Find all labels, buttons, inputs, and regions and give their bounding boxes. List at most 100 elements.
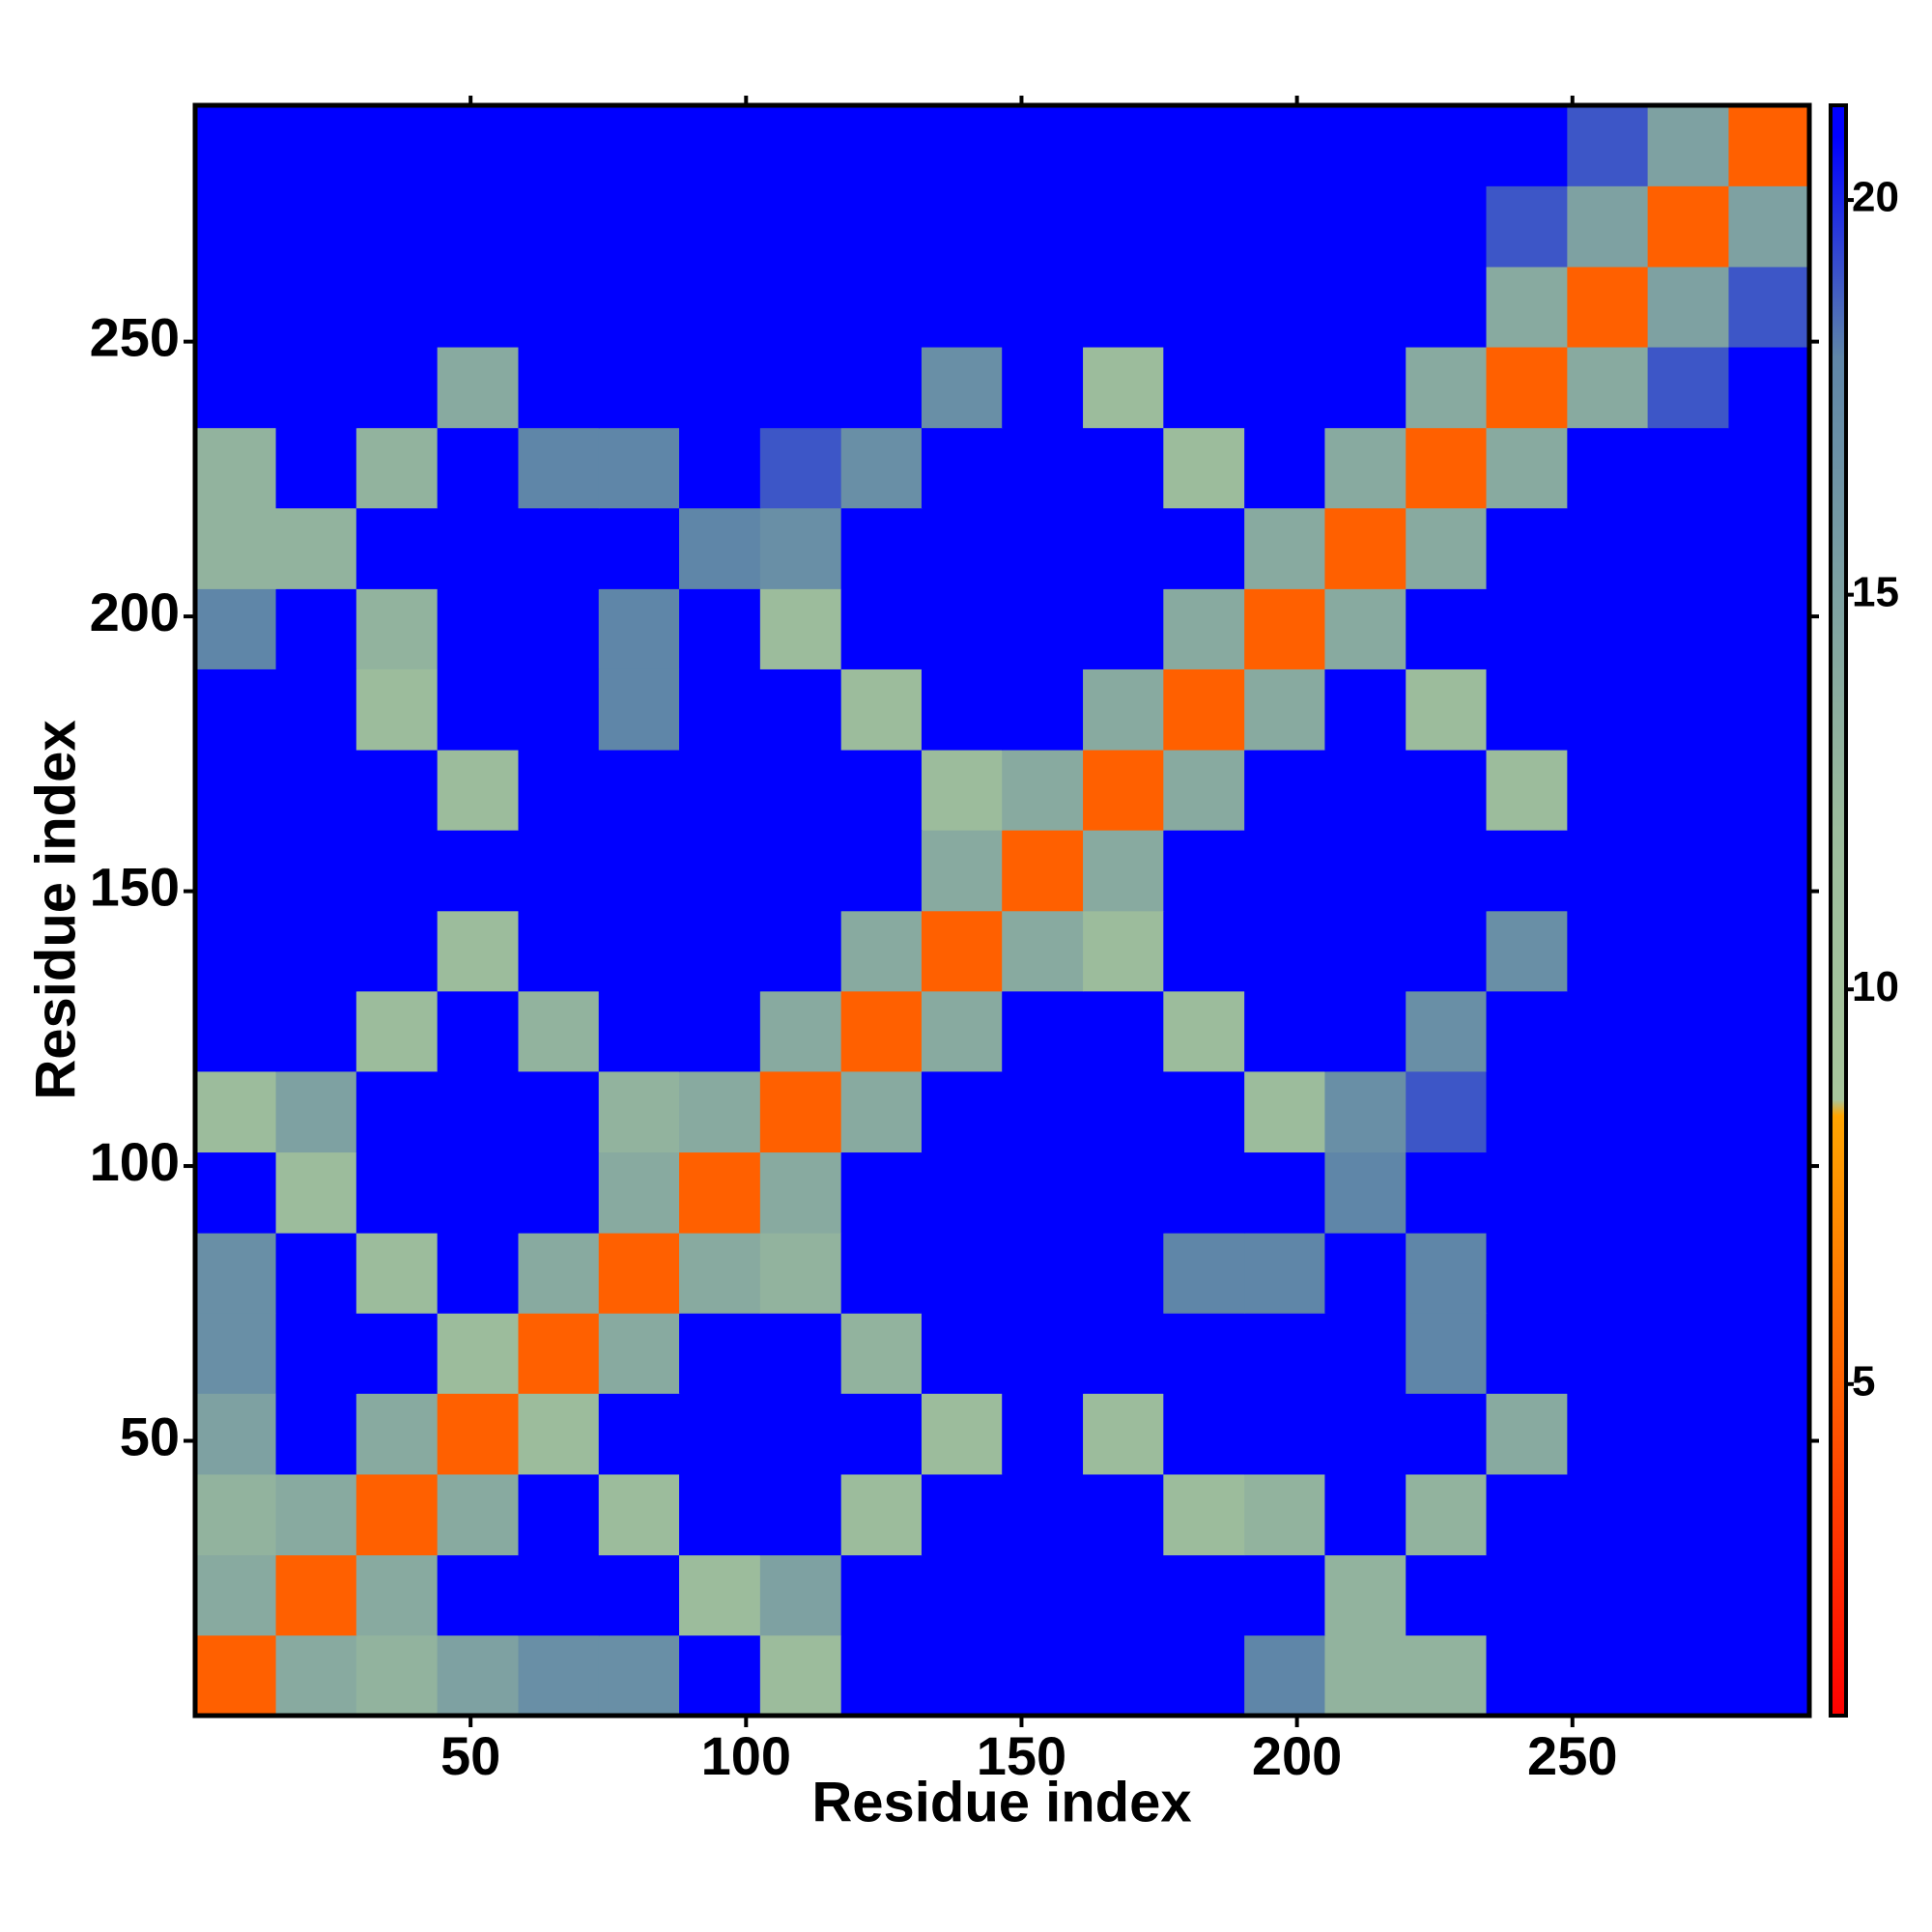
heatmap-cell bbox=[195, 427, 277, 509]
heatmap-cell bbox=[1002, 105, 1084, 186]
heatmap-cell bbox=[355, 1232, 439, 1314]
heatmap-cell bbox=[1002, 1473, 1084, 1556]
heatmap-cell bbox=[195, 1070, 277, 1153]
heatmap-cell bbox=[1083, 1473, 1165, 1556]
heatmap-cell bbox=[1083, 830, 1165, 912]
heatmap-cell bbox=[195, 587, 277, 669]
heatmap-cell bbox=[1728, 1070, 1810, 1153]
heatmap-cell bbox=[355, 1554, 439, 1636]
heatmap-cell bbox=[679, 1232, 761, 1314]
heatmap-cell bbox=[437, 1312, 519, 1394]
heatmap-cell bbox=[759, 105, 842, 186]
heatmap-cell bbox=[598, 910, 681, 992]
heatmap-cell bbox=[759, 1393, 842, 1475]
heatmap-cell bbox=[1324, 830, 1406, 912]
heatmap-cell bbox=[679, 1634, 761, 1717]
heatmap-cell bbox=[518, 1312, 600, 1394]
heatmap-cell bbox=[840, 266, 923, 348]
heatmap-cell bbox=[1163, 1232, 1245, 1314]
heatmap-cell bbox=[1244, 1312, 1326, 1394]
heatmap-cell bbox=[1002, 749, 1084, 831]
heatmap-cell bbox=[518, 830, 600, 912]
heatmap-cell bbox=[437, 185, 519, 268]
heatmap-cell bbox=[195, 347, 277, 429]
heatmap-cell bbox=[1567, 347, 1649, 429]
x-tick-label: 50 bbox=[440, 1725, 500, 1786]
heatmap-cell bbox=[598, 1554, 681, 1636]
heatmap-cell bbox=[1567, 1473, 1649, 1556]
heatmap-cell bbox=[355, 668, 439, 751]
heatmap-cell bbox=[679, 1151, 761, 1234]
heatmap-cell bbox=[275, 1070, 357, 1153]
heatmap-cell bbox=[1083, 105, 1165, 186]
heatmap-cell bbox=[598, 427, 681, 509]
heatmap-cell bbox=[1647, 1393, 1729, 1475]
heatmap-cell bbox=[840, 347, 923, 429]
heatmap-cell bbox=[840, 990, 923, 1072]
heatmap-cell bbox=[1002, 1151, 1084, 1234]
heatmap-cell bbox=[921, 1312, 1004, 1394]
heatmap-cell bbox=[1163, 587, 1245, 669]
heatmap-cell bbox=[1163, 668, 1245, 751]
heatmap-cell bbox=[1728, 749, 1810, 831]
heatmap-cell bbox=[921, 830, 1004, 912]
heatmap-cell bbox=[1244, 1473, 1326, 1556]
heatmap-cell bbox=[840, 1554, 923, 1636]
heatmap-cell bbox=[679, 587, 761, 669]
heatmap-cell bbox=[921, 1473, 1004, 1556]
heatmap-cell bbox=[1324, 749, 1406, 831]
heatmap-cell bbox=[1406, 749, 1488, 831]
heatmap-cell bbox=[518, 668, 600, 751]
heatmap-cell bbox=[275, 347, 357, 429]
heatmap-cell bbox=[598, 347, 681, 429]
heatmap-cell bbox=[518, 910, 600, 992]
heatmap-cell bbox=[1324, 1634, 1406, 1717]
heatmap-cell bbox=[1486, 587, 1568, 669]
heatmap-cell bbox=[195, 266, 277, 348]
heatmap-cell bbox=[1406, 266, 1488, 348]
heatmap-cell bbox=[1728, 1473, 1810, 1556]
heatmap-cell bbox=[598, 1151, 681, 1234]
heatmap-cell bbox=[921, 990, 1004, 1072]
heatmap-cell bbox=[1083, 266, 1165, 348]
heatmap-cell bbox=[1002, 185, 1084, 268]
heatmap-cell bbox=[1244, 990, 1326, 1072]
heatmap-cell bbox=[275, 1232, 357, 1314]
heatmap-cell bbox=[1244, 266, 1326, 348]
heatmap-cell bbox=[1567, 266, 1649, 348]
heatmap-cell bbox=[1244, 105, 1326, 186]
heatmap-cell bbox=[1647, 830, 1729, 912]
heatmap-cell bbox=[275, 427, 357, 509]
heatmap-cell bbox=[598, 1634, 681, 1717]
heatmap-cell bbox=[518, 587, 600, 669]
heatmap-cell bbox=[275, 749, 357, 831]
heatmap-cell bbox=[355, 507, 439, 589]
heatmap-cell bbox=[437, 105, 519, 186]
heatmap-cell bbox=[1324, 910, 1406, 992]
heatmap-cell bbox=[1244, 910, 1326, 992]
heatmap-cell bbox=[1406, 1312, 1488, 1394]
heatmap-cell bbox=[1647, 910, 1729, 992]
heatmap-cell bbox=[1083, 749, 1165, 831]
heatmap-cell bbox=[1083, 1151, 1165, 1234]
heatmap-cell bbox=[1324, 507, 1406, 589]
heatmap-cell bbox=[195, 185, 277, 268]
heatmap-cell bbox=[355, 749, 439, 831]
heatmap-cell bbox=[1406, 587, 1488, 669]
heatmap-cell bbox=[921, 1393, 1004, 1475]
heatmap-cell bbox=[1244, 830, 1326, 912]
heatmap-cell bbox=[1002, 830, 1084, 912]
heatmap-cell bbox=[840, 1232, 923, 1314]
heatmap-cell bbox=[598, 1473, 681, 1556]
heatmap-cell bbox=[1728, 1151, 1810, 1234]
heatmap-cell bbox=[921, 185, 1004, 268]
heatmap-cell bbox=[195, 507, 277, 589]
heatmap-cell bbox=[1728, 1232, 1810, 1314]
heatmap-cell bbox=[759, 910, 842, 992]
heatmap-cell bbox=[195, 668, 277, 751]
heatmap-cell bbox=[355, 105, 439, 186]
heatmap-cell bbox=[1083, 587, 1165, 669]
heatmap-cell bbox=[1486, 1634, 1568, 1717]
heatmap-cell bbox=[1324, 1070, 1406, 1153]
heatmap-cell bbox=[840, 830, 923, 912]
